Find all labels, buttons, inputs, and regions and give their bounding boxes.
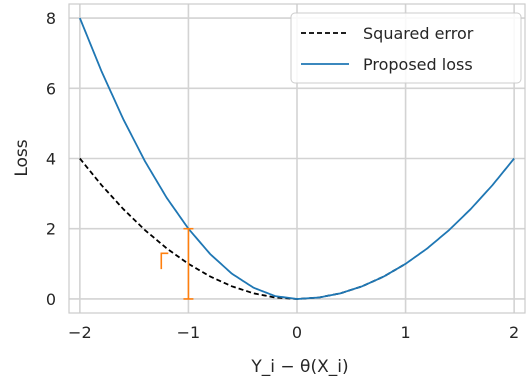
x-axis-label: Y_i − θ(X_i) [250, 357, 348, 377]
x-tick-label-2: 0 [292, 323, 302, 342]
y-tick-label-3: 6 [46, 79, 56, 98]
y-tick-label-1: 2 [46, 220, 56, 239]
y-tick-label-4: 8 [46, 9, 56, 28]
legend-label-1: Proposed loss [363, 55, 473, 74]
y-tick-label-2: 4 [46, 150, 56, 169]
x-tick-label-3: 1 [400, 323, 410, 342]
series-line-1 [79, 17, 515, 300]
y-tick-labels: 0 2 4 6 8 [46, 9, 56, 309]
y-axis-label: Loss [12, 139, 32, 176]
legend-box [290, 12, 522, 84]
x-tick-label-4: 2 [509, 323, 519, 342]
bracket-mark-1 [160, 252, 169, 270]
annotation-layer [160, 227, 194, 300]
series-layer [79, 17, 515, 300]
y-tick-label-0: 0 [46, 290, 56, 309]
plot-frame [68, 3, 526, 314]
plot-border [68, 3, 526, 314]
x-tick-labels: −2 −1 0 1 2 [68, 323, 519, 342]
legend: Squared error Proposed loss [290, 12, 522, 84]
x-tick-label-1: −1 [177, 323, 201, 342]
x-tick-label-0: −2 [68, 323, 92, 342]
legend-label-0: Squared error [363, 24, 474, 43]
